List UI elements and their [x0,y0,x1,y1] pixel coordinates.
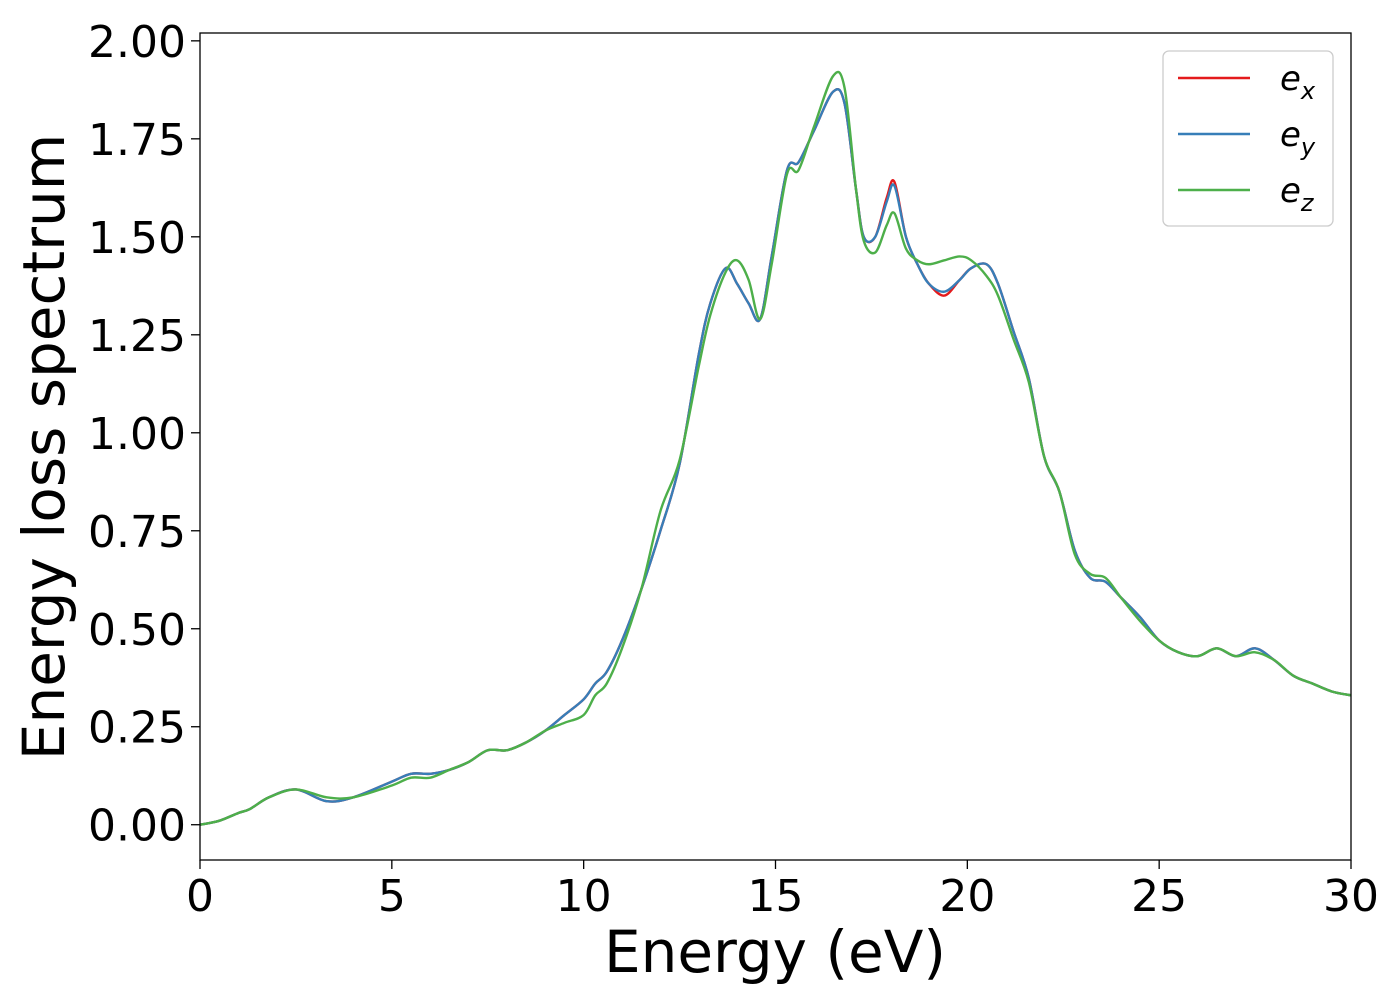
x-tick-label: 10 [556,871,612,922]
y-tick-label: 1.50 [88,213,186,264]
legend-label: ey [1280,115,1316,161]
legend-label: ex [1280,59,1316,105]
series-layer [199,70,1352,826]
legend-box [1162,50,1334,227]
x-tick-label: 0 [186,871,214,922]
legend: ex ey ez [1162,50,1334,227]
y-axis: 0.00 0.25 0.50 0.75 1.00 1.25 1.50 1.75 2.00 [88,17,200,852]
x-tick-label: 25 [1131,871,1187,922]
x-tick-label: 15 [748,871,804,922]
y-tick-label: 2.00 [88,17,186,68]
y-tick-label: 1.00 [88,409,186,460]
x-tick-label: 20 [939,871,995,922]
y-tick-label: 1.25 [88,311,186,362]
y-axis-label: Energy loss spectrum [10,134,78,760]
y-tick-label: 1.75 [88,115,186,166]
x-axis: 0 5 10 15 20 25 30 [186,860,1379,922]
x-tick-label: 30 [1323,871,1379,922]
legend-label: ez [1280,171,1315,217]
y-tick-label: 0.50 [88,605,186,656]
series-line-ez [199,70,1352,826]
x-axis-label: Energy (eV) [604,918,946,986]
y-tick-label: 0.75 [88,507,186,558]
y-tick-label: 0.00 [88,801,186,852]
x-tick-label: 5 [378,871,406,922]
legend-entries: ex ey ez [1178,59,1316,217]
plot-background [200,33,1351,860]
y-tick-label: 0.25 [88,703,186,754]
